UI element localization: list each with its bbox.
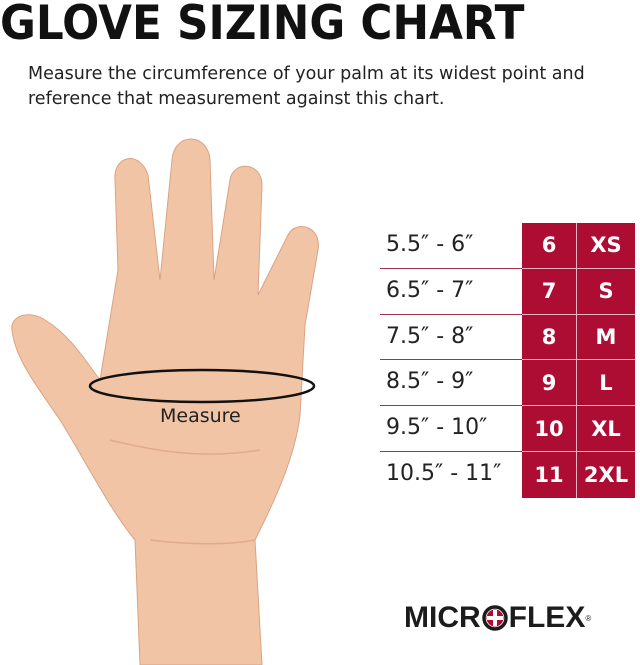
microflex-logo: MICR FLEX ® [404,601,591,635]
table-row: 6.5″ - 7″ 7 S [380,268,636,315]
page-title: GLOVE SIZING CHART [0,0,525,51]
cross-circle-icon [481,605,508,631]
table-row: 9.5″ - 10″ 10 XL [380,406,636,452]
number-cell: 11 [522,451,577,498]
number-cell: 10 [522,406,577,452]
size-cell: M [577,314,635,361]
size-cell: XS [577,223,635,269]
measure-label: Measure [160,405,241,427]
logo-text-left: MICR [404,601,481,634]
table-row: 10.5″ - 11″ 11 2XL [380,451,636,498]
number-cell: 6 [522,223,577,269]
table-row: 7.5″ - 8″ 8 M [380,314,636,361]
number-cell: 9 [522,360,577,407]
registered-mark: ® [585,613,592,623]
range-cell: 5.5″ - 6″ [380,223,522,269]
hand-illustration [11,138,319,665]
range-cell: 7.5″ - 8″ [380,315,522,361]
measure-band [88,368,316,404]
range-cell: 6.5″ - 7″ [380,269,522,315]
size-cell: L [577,360,635,407]
size-table: 5.5″ - 6″ 6 XS 6.5″ - 7″ 7 S 7.5″ - 8″ 8… [380,223,636,498]
range-cell: 8.5″ - 9″ [380,360,522,407]
logo-text-right: FLEX [508,601,586,634]
size-cell: S [577,268,635,315]
instructions: Measure the circumference of your palm a… [28,64,585,109]
size-cell: XL [577,406,635,452]
table-row: 8.5″ - 9″ 9 L [380,360,636,407]
number-cell: 7 [522,268,577,315]
number-cell: 8 [522,314,577,361]
range-cell: 10.5″ - 11″ [386,460,502,486]
size-cell: 2XL [577,451,635,498]
range-cell: 9.5″ - 10″ [380,406,522,452]
table-row: 5.5″ - 6″ 6 XS [380,223,636,269]
